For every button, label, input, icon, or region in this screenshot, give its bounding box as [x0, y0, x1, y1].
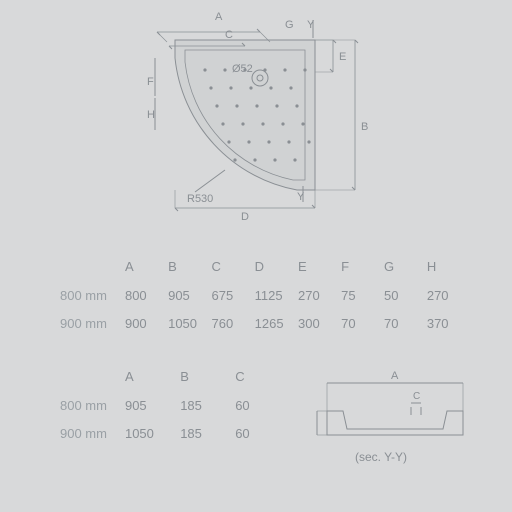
- row-label: 900 mm: [60, 310, 125, 339]
- svg-text:A: A: [215, 11, 223, 23]
- dim-value: 70: [341, 310, 384, 339]
- dimensions-table-main: ABCDEFGH 800 mm8009056751125270755027090…: [60, 253, 470, 339]
- col-header: E: [298, 253, 341, 282]
- dim-value: 1125: [255, 282, 298, 311]
- dim-value: 185: [180, 420, 235, 449]
- col-header: B: [180, 363, 235, 392]
- col-header: B: [168, 253, 211, 282]
- row-label: 900 mm: [60, 420, 125, 449]
- col-header: A: [125, 363, 180, 392]
- dim-value: 300: [298, 310, 341, 339]
- svg-text:Y: Y: [297, 191, 305, 203]
- dim-value: 60: [235, 392, 290, 421]
- svg-text:C: C: [413, 391, 420, 402]
- svg-text:C: C: [225, 29, 233, 41]
- dim-value: 270: [427, 282, 470, 311]
- row-label: 800 mm: [60, 392, 125, 421]
- svg-text:D: D: [241, 211, 249, 223]
- col-header: F: [341, 253, 384, 282]
- dim-value: 1265: [255, 310, 298, 339]
- dimensions-table-section: ABC 800 mm90518560900 mm105018560: [60, 363, 290, 449]
- svg-text:F: F: [147, 76, 154, 88]
- svg-text:Ø52: Ø52: [232, 63, 253, 75]
- dim-value: 905: [168, 282, 211, 311]
- dim-value: 760: [212, 310, 255, 339]
- table-row: 900 mm900105076012653007070370: [60, 310, 470, 339]
- col-header: G: [384, 253, 427, 282]
- svg-text:G: G: [285, 19, 294, 31]
- col-header: A: [125, 253, 168, 282]
- plan-drawing: Ø52 AC G Y E B F H D Y R530: [110, 10, 420, 225]
- dim-value: 270: [298, 282, 341, 311]
- dim-value: 675: [212, 282, 255, 311]
- table-row: 900 mm105018560: [60, 420, 290, 449]
- dim-value: 1050: [168, 310, 211, 339]
- col-header: C: [235, 363, 290, 392]
- dim-value: 905: [125, 392, 180, 421]
- col-header: D: [255, 253, 298, 282]
- svg-text:R530: R530: [187, 193, 213, 205]
- table-row: 800 mm90518560: [60, 392, 290, 421]
- dim-value: 185: [180, 392, 235, 421]
- svg-text:B: B: [361, 121, 368, 133]
- dim-value: 50: [384, 282, 427, 311]
- dim-value: 1050: [125, 420, 180, 449]
- svg-text:Y: Y: [307, 19, 315, 31]
- row-label: 800 mm: [60, 282, 125, 311]
- table-row: 800 mm80090567511252707550270: [60, 282, 470, 311]
- dim-value: 370: [427, 310, 470, 339]
- dim-value: 800: [125, 282, 168, 311]
- dim-value: 60: [235, 420, 290, 449]
- dim-value: 70: [384, 310, 427, 339]
- section-drawing: CAB: [315, 363, 475, 458]
- svg-text:E: E: [339, 51, 346, 63]
- svg-text:A: A: [391, 370, 399, 382]
- col-header: C: [212, 253, 255, 282]
- col-header: H: [427, 253, 470, 282]
- dim-value: 900: [125, 310, 168, 339]
- section-label: (sec. Y-Y): [355, 450, 407, 464]
- dim-value: 75: [341, 282, 384, 311]
- svg-text:H: H: [147, 109, 155, 121]
